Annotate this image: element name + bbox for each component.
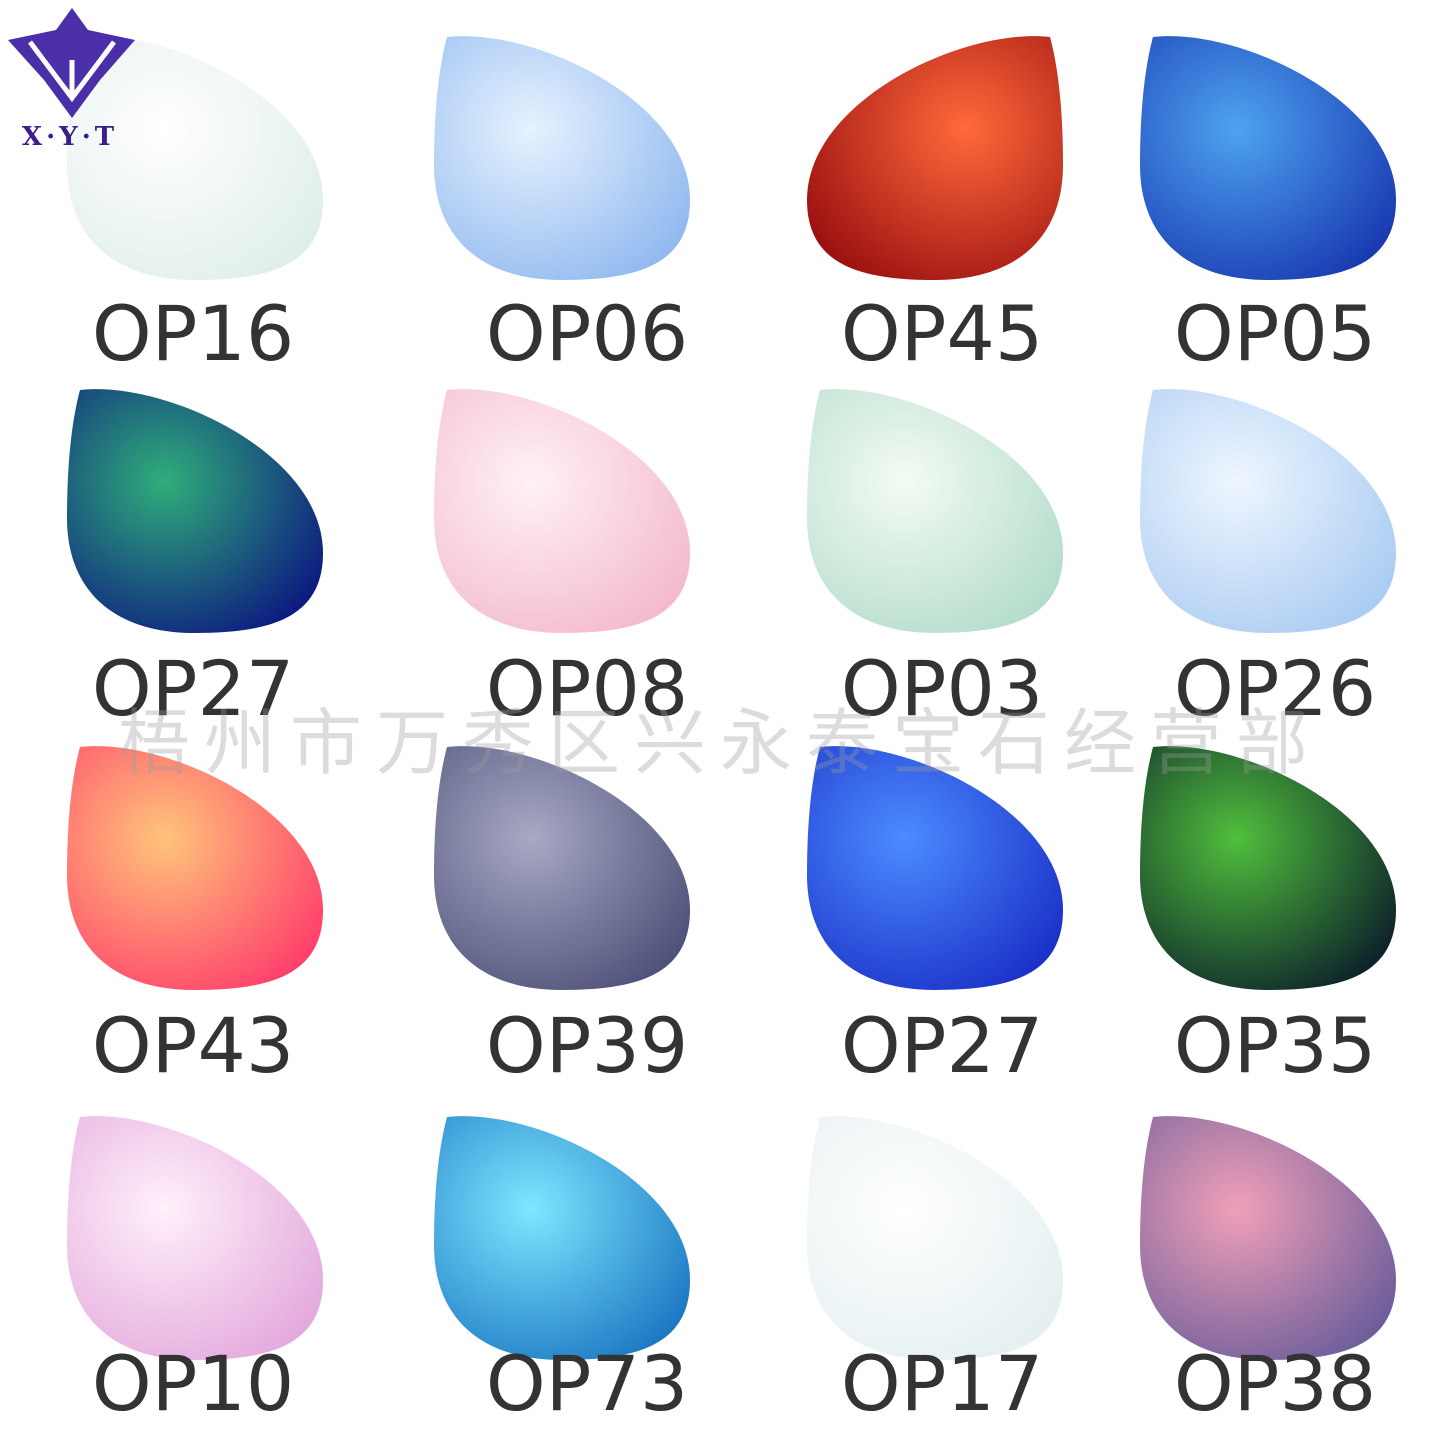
stone <box>807 389 1063 633</box>
stone <box>434 746 690 990</box>
stone <box>434 389 690 633</box>
stone <box>1140 36 1396 280</box>
stone-label: OP26 <box>1174 644 1376 733</box>
stone <box>67 389 323 633</box>
stone <box>807 36 1063 280</box>
stone-label: OP45 <box>841 289 1043 378</box>
watermark: 梧州市万秀区兴永泰宝石经营部 <box>118 701 1322 785</box>
stone-label: OP27 <box>92 644 294 733</box>
stone-label: OP73 <box>486 1339 688 1428</box>
stones <box>67 36 1396 1360</box>
logo-text: X·Y·T <box>22 122 118 152</box>
stone <box>434 36 690 280</box>
stone <box>807 1116 1063 1360</box>
stone <box>1140 746 1396 990</box>
stone <box>434 1116 690 1360</box>
stone <box>1140 1116 1396 1360</box>
stone <box>1140 389 1396 633</box>
stone-label: OP08 <box>486 644 688 733</box>
stone <box>67 1116 323 1360</box>
stone-label: OP17 <box>841 1339 1043 1428</box>
stone <box>807 746 1063 990</box>
stone-label: OP39 <box>486 1001 688 1090</box>
stone-label: OP27 <box>841 1001 1043 1090</box>
stone <box>67 36 323 280</box>
stone-label: OP43 <box>92 1001 294 1090</box>
stone-label: OP16 <box>92 289 294 378</box>
stone-label: OP03 <box>841 644 1043 733</box>
logo: X·Y·T <box>8 8 135 152</box>
stone-label: OP06 <box>486 289 688 378</box>
stone-label: OP05 <box>1174 289 1376 378</box>
stone <box>67 746 323 990</box>
logo-lines <box>28 40 116 103</box>
stone-label: OP10 <box>92 1339 294 1428</box>
stone-label: OP35 <box>1174 1001 1376 1090</box>
stone-label: OP38 <box>1174 1339 1376 1428</box>
